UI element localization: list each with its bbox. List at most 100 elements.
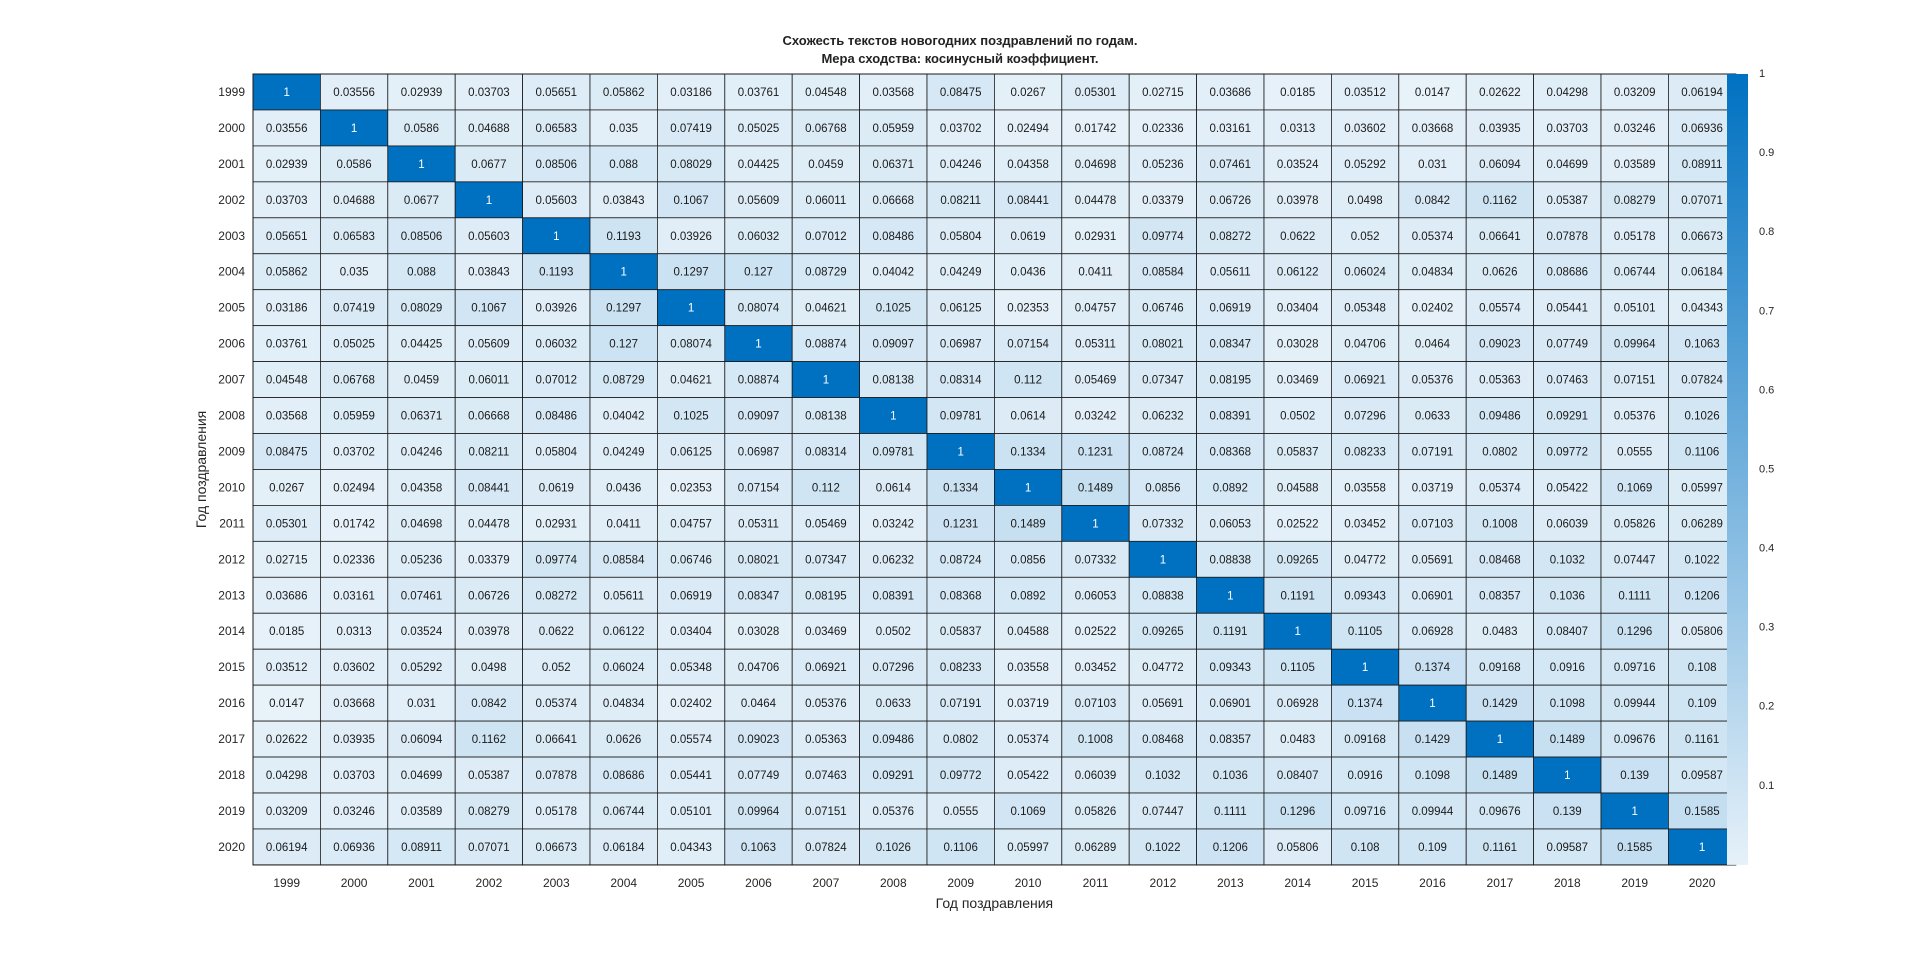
cell-value-label: 0.05374 bbox=[1007, 734, 1049, 746]
heatmap-cell bbox=[319, 720, 389, 758]
cell-value-label: 0.04358 bbox=[1007, 159, 1049, 171]
cell-value-label: 0.05387 bbox=[468, 770, 510, 782]
cell-value-label: 0.0842 bbox=[1415, 195, 1450, 207]
heatmap-cell bbox=[589, 145, 658, 183]
cell-value-label: 0.08724 bbox=[940, 554, 982, 566]
cell-value-label: 0.06371 bbox=[401, 411, 443, 423]
heatmap-cell bbox=[1263, 181, 1332, 219]
cell-value-label: 0.09781 bbox=[940, 411, 982, 423]
x-tick-label: 2014 bbox=[1284, 876, 1311, 890]
cell-value-label: 0.0313 bbox=[1280, 123, 1315, 135]
cell-value-label: 0.09944 bbox=[1412, 806, 1454, 818]
cell-value-label: 0.03703 bbox=[1547, 123, 1589, 135]
heatmap-cell bbox=[589, 504, 658, 542]
cell-value-label: 0.04246 bbox=[401, 446, 443, 458]
heatmap-cell bbox=[319, 576, 389, 614]
heatmap-cell bbox=[657, 469, 726, 506]
cell-value-label: 0.02353 bbox=[670, 482, 712, 494]
cell-value-label: 0.02931 bbox=[536, 518, 578, 530]
cell-value-label: 0.02402 bbox=[670, 698, 712, 710]
cell-value-label: 0.07461 bbox=[1210, 159, 1252, 171]
cell-value-label: 0.0147 bbox=[269, 698, 304, 710]
x-tick-label: 2012 bbox=[1150, 876, 1177, 890]
heatmap-cell bbox=[522, 576, 591, 614]
cell-value-label: 0.03719 bbox=[1412, 482, 1454, 494]
cell-value-label: 0.03028 bbox=[738, 626, 780, 638]
cell-value-label: 0.06053 bbox=[1210, 518, 1252, 530]
colorbar-tick-label: 0.2 bbox=[1759, 701, 1774, 713]
cell-value-label: 0.09486 bbox=[1479, 411, 1521, 423]
cell-value-label: 1 bbox=[1564, 770, 1570, 782]
cell-value-label: 0.06668 bbox=[468, 411, 510, 423]
heatmap-cell bbox=[1668, 792, 1737, 830]
heatmap-cell bbox=[1533, 253, 1602, 291]
cell-value-label: 0.03028 bbox=[1277, 339, 1319, 351]
cell-value-label: 0.08074 bbox=[670, 339, 712, 351]
cell-value-label: 0.04358 bbox=[401, 482, 443, 494]
heatmap-cell bbox=[1196, 397, 1265, 434]
cell-value-label: 0.03686 bbox=[1210, 87, 1252, 99]
y-tick-label: 2004 bbox=[218, 265, 245, 279]
heatmap-cell bbox=[724, 433, 793, 470]
cell-value-label: 0.06232 bbox=[1142, 411, 1184, 423]
heatmap-cell bbox=[1398, 756, 1467, 794]
cell-value-label: 0.0459 bbox=[404, 375, 439, 387]
cell-value-label: 0.07296 bbox=[1344, 411, 1386, 423]
cell-value-label: 0.06039 bbox=[1075, 770, 1117, 782]
cell-value-label: 0.03558 bbox=[1007, 662, 1049, 674]
heatmap-cell bbox=[1061, 433, 1130, 470]
cell-value-label: 0.04425 bbox=[738, 159, 780, 171]
cell-value-label: 0.08314 bbox=[940, 375, 982, 387]
cell-value-label: 0.1193 bbox=[607, 231, 641, 243]
x-tick-label: 2017 bbox=[1487, 876, 1514, 890]
heatmap-cell bbox=[1465, 792, 1534, 830]
cell-value-label: 0.0267 bbox=[1011, 87, 1046, 99]
cell-value-label: 0.07103 bbox=[1412, 518, 1454, 530]
cell-value-label: 0.1489 bbox=[1550, 734, 1585, 746]
heatmap-cell bbox=[791, 325, 861, 362]
cell-value-label: 0.05441 bbox=[1547, 303, 1589, 315]
cell-value-label: 0.03161 bbox=[333, 590, 375, 602]
cell-value-label: 0.06668 bbox=[873, 195, 915, 207]
cell-value-label: 0.06053 bbox=[1075, 590, 1117, 602]
cell-value-label: 0.09023 bbox=[1479, 339, 1521, 351]
heatmap-cell bbox=[1465, 253, 1534, 291]
heatmap-cell bbox=[994, 181, 1063, 219]
cell-value-label: 0.06184 bbox=[1681, 267, 1723, 279]
cell-value-label: 0.02522 bbox=[1075, 626, 1117, 638]
heatmap-cell bbox=[1061, 181, 1130, 219]
cell-value-label: 0.1063 bbox=[1685, 339, 1720, 351]
heatmap-cell bbox=[252, 397, 321, 434]
cell-value-label: 0.05374 bbox=[536, 698, 578, 710]
cell-value-label: 1 bbox=[1025, 482, 1031, 494]
cell-value-label: 0.127 bbox=[744, 267, 773, 279]
heatmap-cell bbox=[522, 217, 591, 255]
cell-value-label: 1 bbox=[1699, 842, 1705, 854]
cell-value-label: 0.0622 bbox=[539, 626, 574, 638]
cell-value-label: 0.0464 bbox=[1415, 339, 1451, 351]
x-tick-label: 2015 bbox=[1352, 876, 1379, 890]
heatmap-cell bbox=[387, 684, 456, 722]
heatmap-cell bbox=[589, 756, 658, 794]
cell-value-label: 0.0185 bbox=[269, 626, 304, 638]
heatmap-cell bbox=[1533, 433, 1602, 470]
cell-value-label: 0.0411 bbox=[1078, 267, 1112, 279]
cell-value-label: 0.05387 bbox=[1547, 195, 1589, 207]
heatmap-cell bbox=[1061, 73, 1130, 111]
cell-value-label: 0.1429 bbox=[1415, 734, 1450, 746]
cell-value-label: 0.05441 bbox=[670, 770, 712, 782]
cell-value-label: 0.06125 bbox=[940, 303, 982, 315]
cell-value-label: 0.08584 bbox=[603, 554, 645, 566]
heatmap-cell bbox=[1061, 576, 1130, 614]
cell-value-label: 0.1161 bbox=[1483, 842, 1517, 854]
heatmap-cell bbox=[1331, 756, 1400, 794]
cell-value-label: 0.03452 bbox=[1075, 662, 1117, 674]
cell-value-label: 0.08468 bbox=[1142, 734, 1184, 746]
cell-value-label: 0.1069 bbox=[1617, 482, 1652, 494]
cell-value-label: 1 bbox=[823, 375, 829, 387]
cell-value-label: 0.08729 bbox=[603, 375, 645, 387]
x-tick-label: 2006 bbox=[745, 876, 772, 890]
x-tick-label: 2000 bbox=[341, 876, 368, 890]
cell-value-label: 1 bbox=[1631, 806, 1637, 818]
x-tick-label: 2004 bbox=[610, 876, 637, 890]
